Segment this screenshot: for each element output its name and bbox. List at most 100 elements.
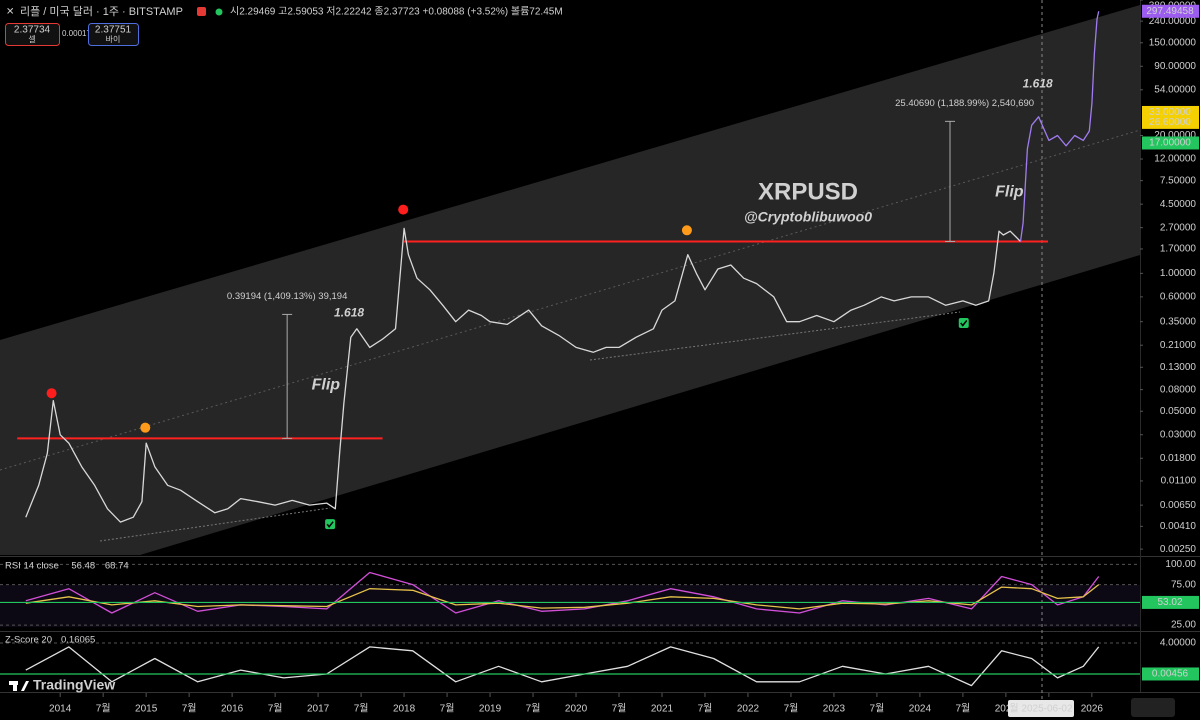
- y-tick-label: 75.00: [1171, 579, 1196, 590]
- y-tick-label: 0.00410: [1160, 521, 1197, 532]
- series-line: [25, 584, 1100, 610]
- x-tick-label: 2014: [49, 704, 72, 715]
- annotation: Flip: [995, 184, 1024, 201]
- indicator-value: 68.74: [105, 561, 129, 572]
- close-icon[interactable]: ✕: [6, 7, 14, 18]
- x-tick-label: 7월: [268, 703, 283, 715]
- chart-subtitle: @Cryptoblibuwoo0: [744, 209, 872, 225]
- rsi-band: [0, 585, 1140, 627]
- logo-part: [21, 681, 29, 691]
- x-tick-label: 2026: [1081, 704, 1104, 715]
- brand-name: TradingView: [33, 677, 115, 693]
- check-glyph: [326, 521, 334, 528]
- y-tick-label: 54.00000: [1154, 84, 1196, 95]
- y-tick-label: 0.01100: [1161, 476, 1197, 487]
- spread: 0.00017: [62, 29, 91, 38]
- series-line: [25, 646, 1100, 687]
- price-tag: [1142, 136, 1199, 150]
- x-tick-label: 7월: [612, 703, 627, 715]
- annotation: 25.40690 (1,188.99%) 2,540,690: [895, 98, 1034, 109]
- crosshair-label-box: [1008, 700, 1074, 717]
- y-tick-label: 12.00000: [1154, 154, 1196, 165]
- y-tick-label: 0.05000: [1160, 406, 1197, 417]
- logo-part: [13, 681, 17, 691]
- annotation: 1.618: [334, 305, 364, 319]
- y-tick-label: 0.00650: [1160, 500, 1197, 511]
- y-tick-label: 0.21000: [1160, 340, 1197, 351]
- annotation: 1.618: [1023, 77, 1053, 91]
- x-tick-label: 2017: [307, 704, 330, 715]
- brand: TradingView: [9, 677, 115, 693]
- y-tick-label: 0.08000: [1160, 384, 1197, 395]
- x-tick-label: 2015: [135, 704, 158, 715]
- signal-dot: [140, 422, 151, 433]
- price-tag: [1142, 667, 1199, 681]
- sell-label[interactable]: 셀: [28, 34, 35, 44]
- y-tick-label: 7.50000: [1160, 175, 1197, 186]
- price-tag: [1142, 115, 1199, 129]
- ohlc: 시2.29469 고2.59053 저2.22242 종2.37723 +0.0…: [230, 6, 563, 18]
- indicator-value: 56.48: [71, 561, 95, 572]
- x-tick-label: 2016: [221, 704, 244, 715]
- x-tick-label: 2020: [565, 704, 588, 715]
- x-tick-label: 7월: [784, 703, 799, 715]
- price-tag: [1142, 105, 1199, 119]
- x-tick-label: 7월: [440, 703, 455, 715]
- chart-title: XRPUSD: [758, 178, 858, 205]
- x-tick-label: 7월: [698, 703, 713, 715]
- symbol[interactable]: 리플 / 미국 달러 · 1주 · BITSTAMP: [20, 5, 183, 18]
- y-tick-label: 0.01800: [1160, 453, 1197, 464]
- x-tick-label: 7월: [870, 703, 885, 715]
- support-line: [99, 507, 331, 542]
- price-tag-label: 26.60000: [1149, 117, 1191, 128]
- sell-price[interactable]: 2.37734: [14, 25, 51, 36]
- signal-dot: [46, 388, 57, 399]
- y-tick-label: 4.50000: [1160, 199, 1197, 210]
- sell-button[interactable]: [5, 23, 60, 46]
- price-tag-label: 17.00000: [1149, 138, 1191, 149]
- y-tick-label: 150.00000: [1149, 37, 1197, 48]
- x-tick-label: 7월: [182, 703, 197, 715]
- annotation: Flip: [312, 376, 341, 393]
- y-tick-label: 0.03000: [1160, 429, 1197, 440]
- x-tick-label: 2019: [479, 704, 502, 715]
- x-tick-label: 2022: [737, 704, 760, 715]
- price-tag-label: 33.00000: [1149, 107, 1191, 118]
- y-tick-label: 20.00000: [1154, 130, 1196, 141]
- y-tick-label: 0.60000: [1160, 292, 1197, 303]
- buy-button[interactable]: [88, 23, 139, 46]
- y-tick-label: 4.00000: [1160, 638, 1197, 649]
- x-tick-label: 2021: [651, 704, 674, 715]
- price-tag-label: 0.00456: [1152, 669, 1189, 680]
- signal-check: [325, 519, 336, 530]
- y-tick-label: 25.00: [1171, 620, 1196, 631]
- y-tick-label: 0.13000: [1160, 362, 1197, 373]
- x-tick-label: 2025: [995, 704, 1018, 715]
- settings-button[interactable]: [1131, 698, 1175, 717]
- alert-icon[interactable]: [197, 7, 206, 16]
- indicator-value: 0.16065: [61, 635, 95, 646]
- market-status: [215, 8, 223, 16]
- buy-price[interactable]: 2.37751: [95, 25, 132, 36]
- signal-check: [958, 318, 969, 329]
- y-tick-label: 2.70000: [1160, 222, 1197, 233]
- x-tick-label: 7월: [956, 703, 971, 715]
- x-tick-label: 2018: [393, 704, 416, 715]
- channel: [0, 5, 1140, 555]
- buy-label[interactable]: 바이: [106, 34, 121, 44]
- x-tick-label: 7월: [526, 703, 541, 715]
- indicator-label: Z-Score 20: [5, 635, 52, 646]
- y-tick-label: 0.35000: [1160, 316, 1197, 327]
- price-tag: [1142, 595, 1199, 609]
- signal-dot: [398, 204, 409, 215]
- y-tick-label: 1.00000: [1160, 268, 1197, 279]
- x-tick-label: 7월: [96, 703, 111, 715]
- x-tick-label: 7월: [354, 703, 369, 715]
- y-tick-label: 0.00250: [1160, 544, 1197, 555]
- series-line: [25, 227, 1021, 523]
- x-tick-label: 2024: [909, 704, 932, 715]
- annotation: 0.39194 (1,409.13%) 39,194: [227, 291, 347, 302]
- y-tick-label: 240.00000: [1149, 16, 1197, 27]
